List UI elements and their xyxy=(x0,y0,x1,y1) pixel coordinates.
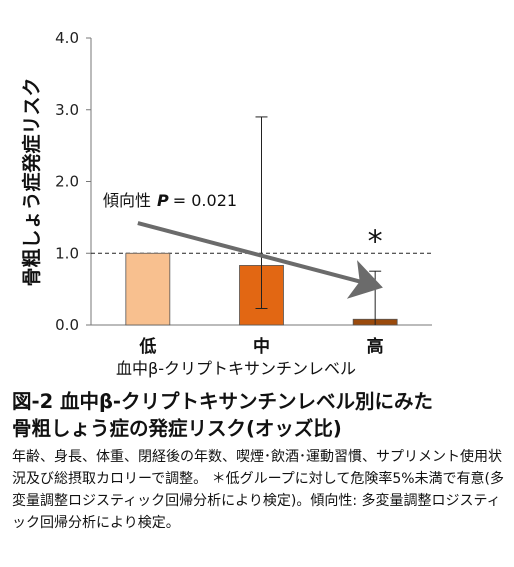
category-label: 中 xyxy=(253,336,270,357)
y-tick-label: 3.0 xyxy=(55,101,79,119)
figure-title-line2: 骨粗しょう症の発症リスク(オッズ比) xyxy=(12,417,342,440)
y-tick-label: 4.0 xyxy=(55,29,79,47)
figure-title: 図-2 血中β-クリプトキサンチンレベル別にみた 骨粗しょう症の発症リスク(オッズ… xyxy=(12,388,507,442)
p-symbol: P xyxy=(157,191,169,210)
figure-note: 年齢、身長、体重、閉経後の年数、喫煙･飲酒･運動習慣、サプリメント使用状況及び総… xyxy=(12,449,505,531)
category-label: 高 xyxy=(367,336,384,357)
bar xyxy=(125,252,171,326)
category-label: 低 xyxy=(138,336,156,357)
y-tick-label: 0.0 xyxy=(55,316,79,334)
p-value: = 0.021 xyxy=(173,191,237,210)
figure-title-line1: 図-2 血中β-クリプトキサンチンレベル別にみた xyxy=(12,390,434,413)
y-axis-label: 骨粗しょう症発症リスク xyxy=(20,77,43,286)
y-tick-label: 1.0 xyxy=(55,244,79,262)
trend-label: 傾向性 xyxy=(103,191,151,210)
y-axis-ticks: 0.0 1.0 2.0 3.0 4.0 xyxy=(55,29,91,334)
category-labels: 低中高 xyxy=(138,336,383,357)
x-axis-label: 血中β-クリプトキサンチンレベル xyxy=(116,359,356,378)
significance-asterisk: * xyxy=(368,224,383,259)
odds-ratio-chart: 骨粗しょう症発症リスク 0.0 1.0 2.0 3.0 4.0 低 中 高 傾向性 P = 0.… xyxy=(20,29,432,378)
y-tick-label: 2.0 xyxy=(55,173,79,191)
trend-annotation: 傾向性 P = 0.021 xyxy=(103,191,237,210)
trend-arrow xyxy=(137,221,383,299)
